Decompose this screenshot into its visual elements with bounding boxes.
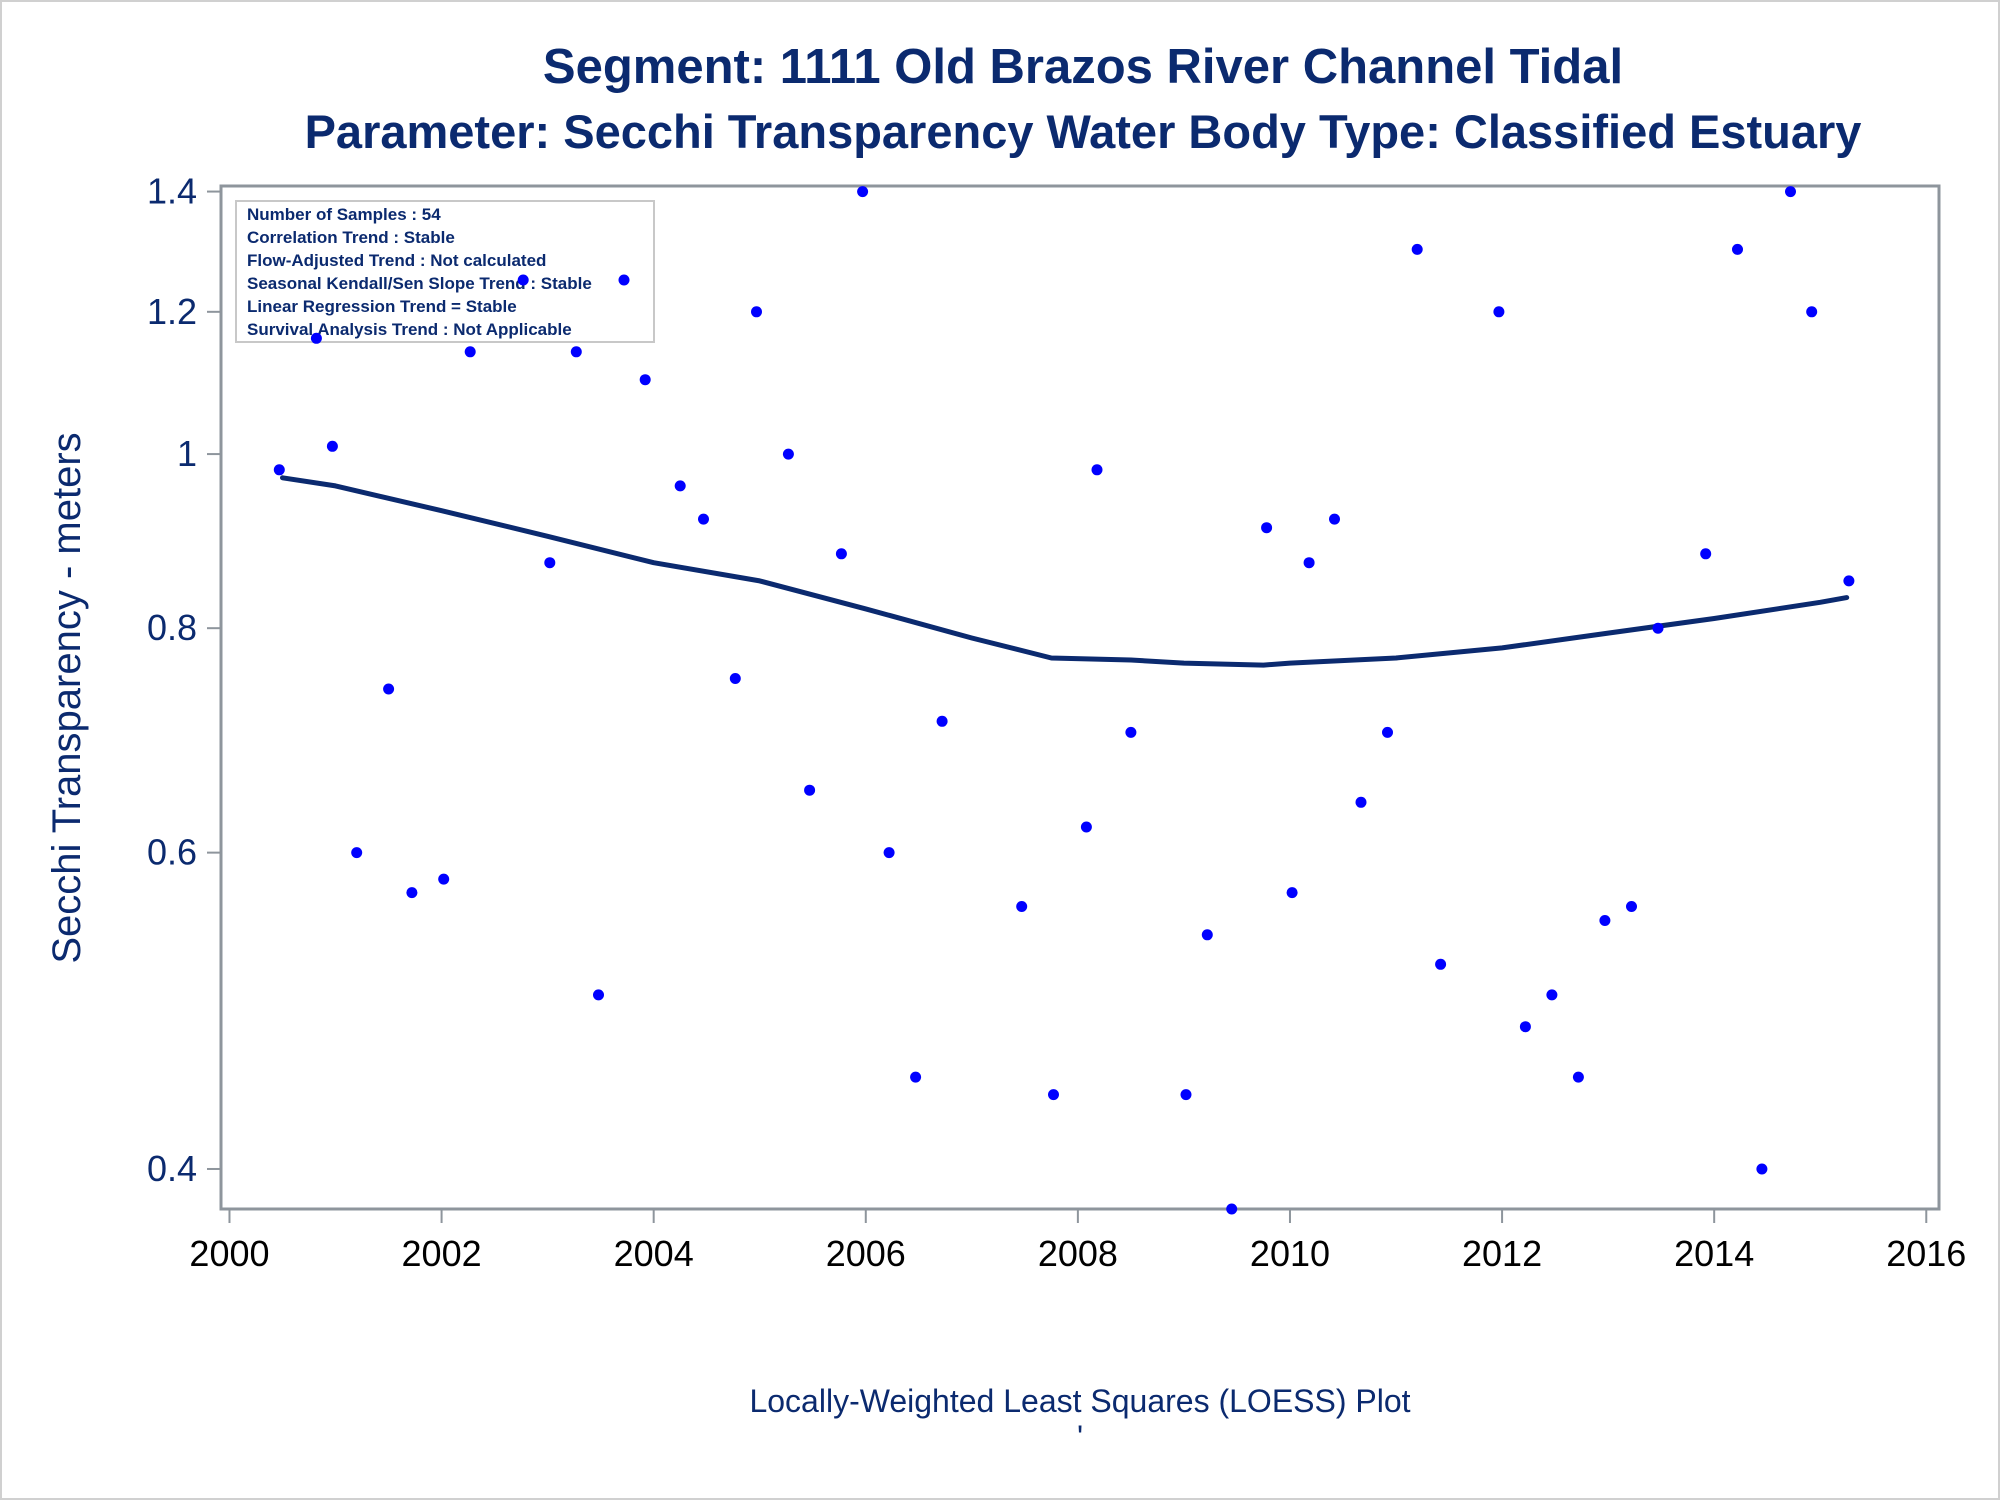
x-tick-label: 2008 [1038, 1233, 1118, 1274]
data-point [1303, 557, 1315, 569]
x-tick-label: 2000 [189, 1233, 269, 1274]
data-point [782, 448, 794, 460]
data-point [1261, 522, 1273, 534]
scatter-points [273, 186, 1855, 1215]
y-tick-label: 0.6 [147, 832, 197, 873]
y-tick-label: 1.4 [147, 171, 197, 212]
stats-line-flow-adjusted: Flow-Adjusted Trend : Not calculated [247, 251, 546, 270]
loess-line [280, 475, 1850, 668]
data-point [1435, 958, 1447, 970]
data-point [857, 186, 869, 198]
data-point [674, 480, 686, 492]
chart-footnote: Locally-Weighted Least Squares (LOESS) P… [749, 1383, 1410, 1419]
data-point [1806, 306, 1818, 318]
x-tick-label: 2016 [1886, 1233, 1966, 1274]
data-point [383, 683, 395, 695]
data-point [1572, 1071, 1584, 1083]
stats-line-seasonal-kendall: Seasonal Kendall/Sen Slope Trend : Stabl… [247, 274, 592, 293]
data-point [1091, 464, 1103, 476]
data-point [1201, 929, 1213, 941]
chart-title: Segment: 1111 Old Brazos River Channel T… [543, 40, 1623, 94]
data-point [1626, 901, 1637, 912]
data-point [544, 557, 556, 569]
data-point [1382, 726, 1393, 738]
data-point [406, 887, 418, 899]
y-tick-label: 1.2 [147, 291, 197, 332]
y-axis: 0.4 0.6 0.8 1 1.2 1.4 [147, 171, 221, 1189]
data-point [936, 715, 948, 727]
data-point [618, 274, 630, 286]
y-tick-label: 1 [177, 433, 197, 474]
x-tick-label: 2012 [1462, 1233, 1542, 1274]
x-axis: 2000 2002 2004 2006 2008 2010 2012 2014 2016 [189, 1209, 1966, 1274]
data-point [835, 548, 847, 560]
data-point [1652, 622, 1664, 634]
data-point [570, 346, 582, 358]
y-tick-label: 0.4 [147, 1148, 197, 1189]
data-point [1785, 186, 1796, 198]
data-point [1493, 306, 1505, 318]
data-point [1732, 243, 1743, 255]
data-point [593, 989, 604, 1001]
data-point [698, 513, 709, 525]
data-point [517, 274, 529, 286]
x-tick-label: 2006 [826, 1233, 906, 1274]
data-point [1546, 989, 1558, 1001]
x-tick-label: 2014 [1674, 1233, 1754, 1274]
data-point [1286, 887, 1298, 899]
x-tick-label: 2010 [1250, 1233, 1330, 1274]
data-point [351, 847, 363, 859]
stats-line-linear-regression: Linear Regression Trend = Stable [247, 297, 517, 316]
data-point [1125, 726, 1137, 738]
data-point [1329, 513, 1340, 525]
data-point [1180, 1089, 1192, 1101]
data-point [883, 847, 895, 859]
y-tick-label: 0.8 [147, 607, 197, 648]
data-point [751, 306, 762, 318]
data-point [1843, 575, 1855, 587]
data-point [1016, 901, 1028, 912]
x-tick-label: 2002 [402, 1233, 482, 1274]
data-point [310, 332, 322, 344]
x-tick-label: 2004 [614, 1233, 694, 1274]
data-point [910, 1071, 922, 1083]
stats-inset-box [235, 200, 655, 343]
data-point [1048, 1089, 1059, 1101]
data-point [438, 873, 450, 885]
stats-line-samples: Number of Samples : 54 [247, 205, 441, 224]
chart-subtitle: Parameter: Secchi Transparency Water Bod… [305, 105, 1862, 158]
data-point [1519, 1021, 1531, 1033]
data-point [1756, 1163, 1768, 1175]
data-point [729, 673, 741, 684]
data-point [1080, 821, 1092, 833]
footnote-mark: ' [1077, 1419, 1083, 1455]
data-point [1411, 243, 1423, 255]
stats-line-survival: Survival Analysis Trend : Not Applicable [247, 320, 572, 339]
data-point [1226, 1203, 1238, 1215]
data-point [639, 374, 651, 386]
stats-line-correlation: Correlation Trend : Stable [247, 228, 455, 247]
stats-inset: Number of Samples : 54 Correlation Trend… [235, 200, 655, 343]
data-point [273, 464, 285, 476]
data-point [464, 346, 476, 358]
data-point [804, 784, 816, 796]
data-point [1700, 548, 1712, 560]
data-point [326, 440, 338, 452]
data-point [1355, 796, 1367, 808]
plot-area [219, 184, 1941, 1211]
data-point [1599, 915, 1611, 926]
y-axis-label: Secchi Transparency - meters [45, 432, 89, 963]
